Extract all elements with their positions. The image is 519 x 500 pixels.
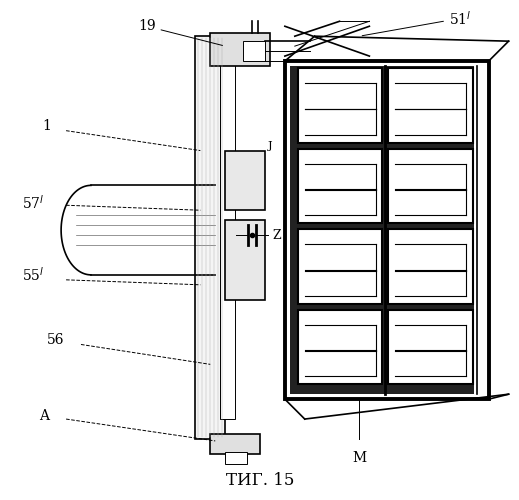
Text: 19: 19 bbox=[138, 19, 223, 46]
Text: ΤИГ. 15: ΤИГ. 15 bbox=[226, 472, 294, 489]
Bar bbox=[298, 68, 383, 142]
Bar bbox=[290, 66, 474, 394]
Bar bbox=[225, 150, 265, 210]
Text: 56: 56 bbox=[47, 332, 64, 346]
Bar bbox=[388, 148, 473, 223]
Bar bbox=[388, 310, 473, 384]
Text: A: A bbox=[39, 409, 49, 423]
Bar bbox=[195, 36, 225, 439]
Text: J: J bbox=[268, 140, 272, 150]
Text: Z: Z bbox=[273, 228, 281, 241]
Bar bbox=[225, 452, 247, 464]
Bar bbox=[388, 68, 473, 142]
Bar bbox=[388, 229, 473, 304]
Bar bbox=[210, 434, 260, 454]
Bar bbox=[243, 41, 265, 61]
Text: 1: 1 bbox=[42, 118, 51, 132]
Text: 57$^l$: 57$^l$ bbox=[22, 194, 44, 211]
Bar bbox=[298, 229, 383, 304]
Bar bbox=[210, 33, 270, 66]
Bar bbox=[225, 220, 265, 300]
Bar bbox=[285, 61, 489, 399]
Bar bbox=[298, 310, 383, 384]
Text: 51$^l$: 51$^l$ bbox=[362, 10, 471, 36]
Text: M: M bbox=[352, 451, 366, 465]
Bar bbox=[298, 148, 383, 223]
Text: 55$^l$: 55$^l$ bbox=[22, 266, 44, 284]
Bar bbox=[220, 51, 235, 419]
